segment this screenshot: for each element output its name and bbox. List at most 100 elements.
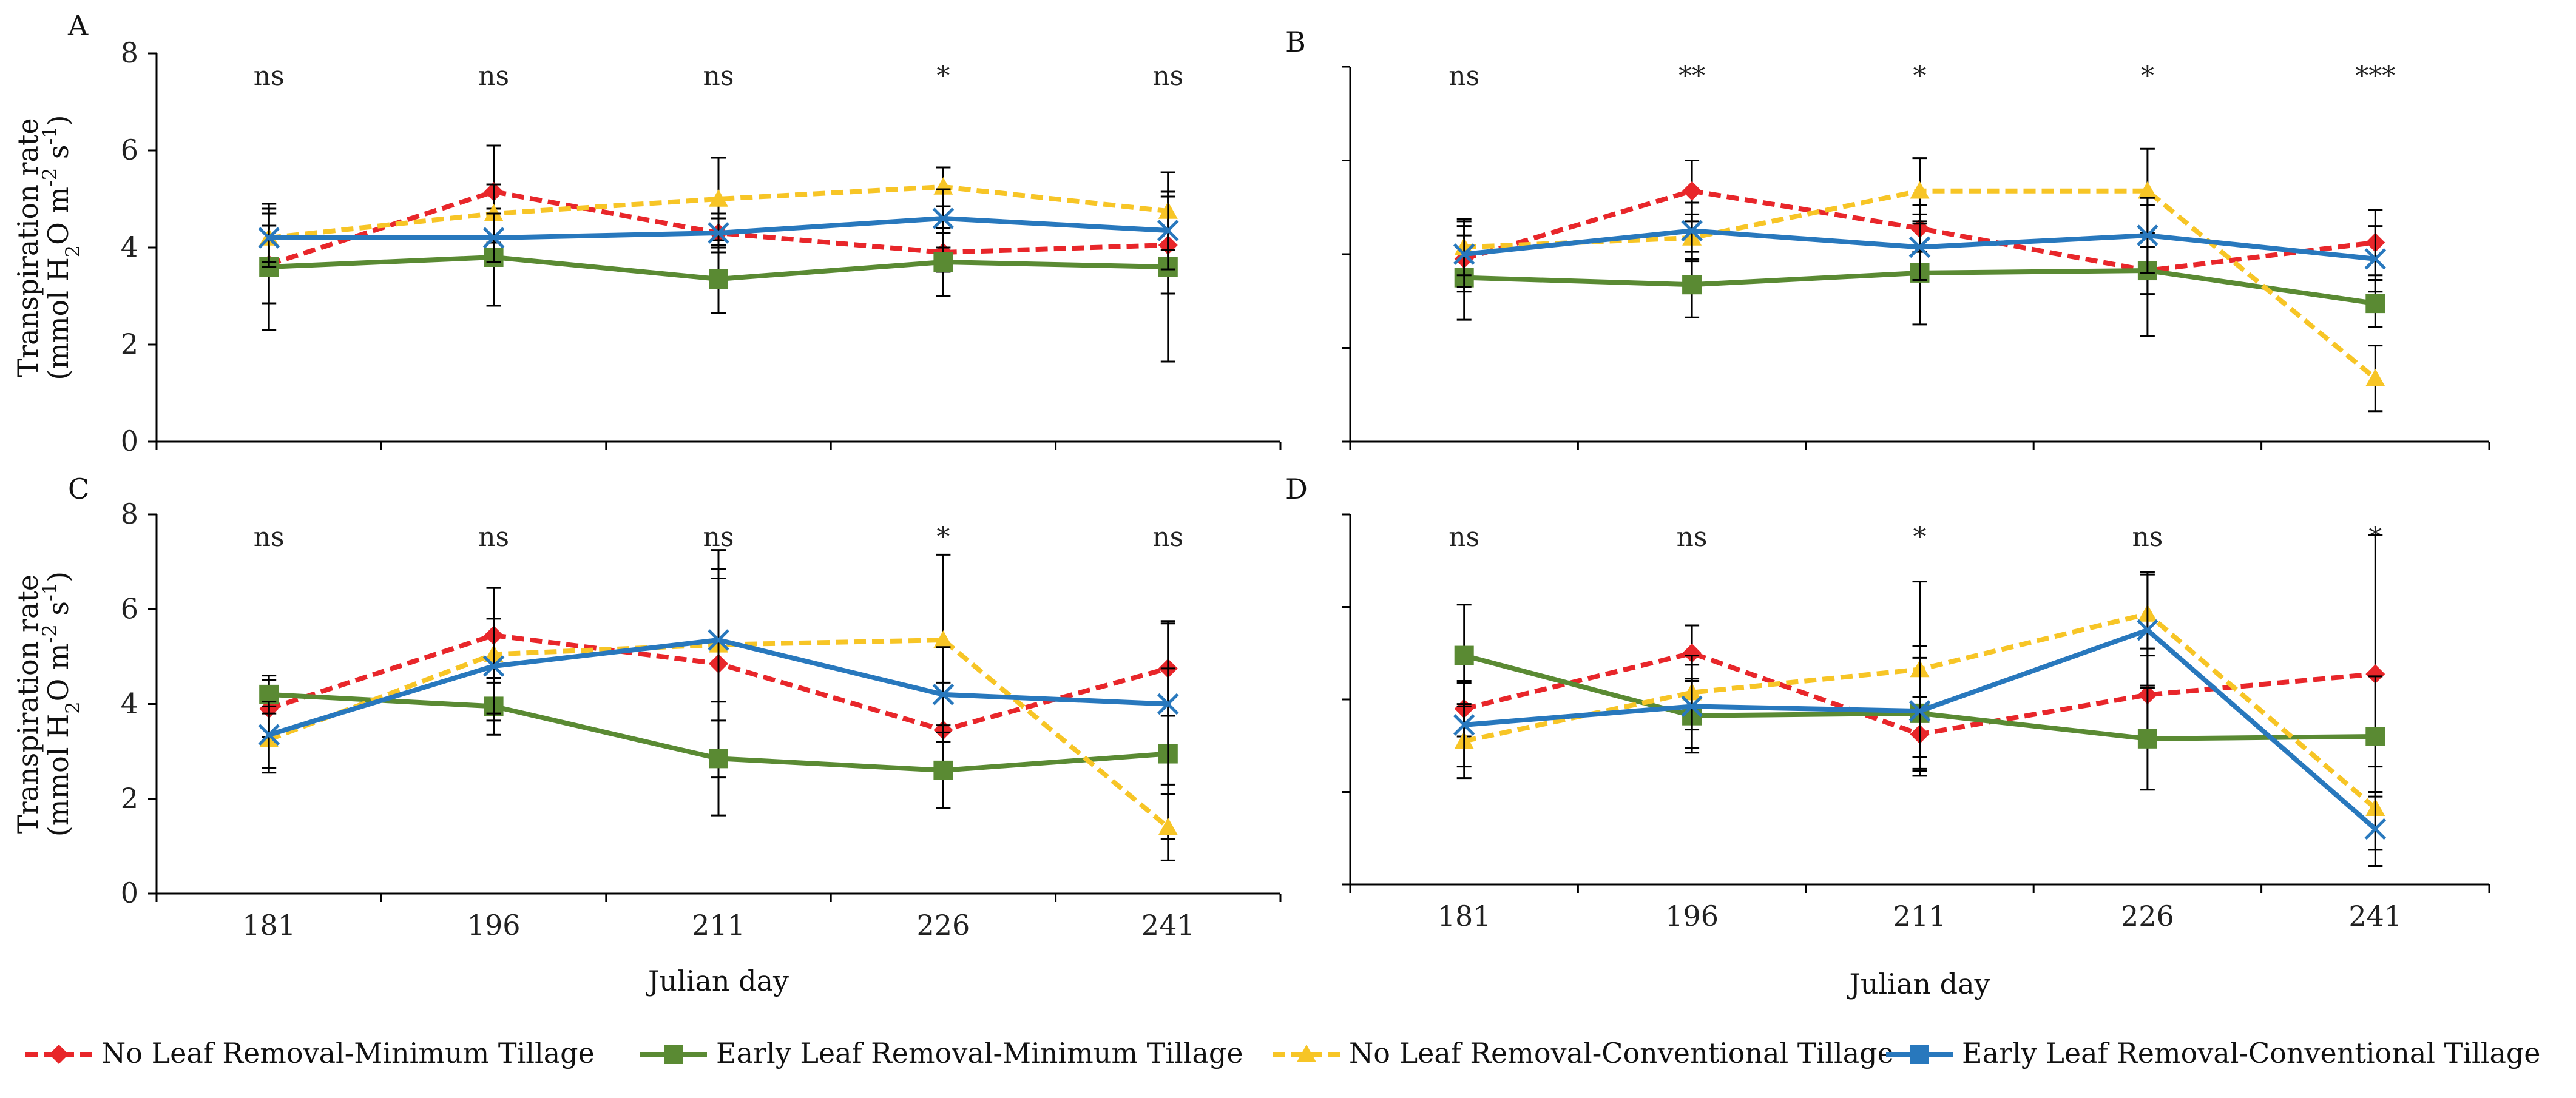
data-point	[484, 204, 504, 221]
data-point	[2364, 248, 2387, 270]
series-4	[258, 188, 1179, 271]
series-line	[268, 184, 1169, 240]
data-point	[709, 189, 728, 207]
data-point	[49, 1045, 69, 1064]
legend-label: Early Leaf Removal-Minimum Tillage	[716, 1037, 1243, 1069]
significance-label: ns	[478, 522, 509, 553]
y-tick-label: 0	[121, 425, 138, 457]
x-tick-label: 181	[242, 909, 296, 941]
significance-label: *	[2141, 61, 2154, 92]
x-axis-title: Julian day	[646, 965, 789, 997]
panel-label: A	[67, 9, 89, 42]
x-tick-label: 196	[467, 909, 521, 941]
data-point	[664, 1045, 683, 1064]
x-tick-label: 196	[1665, 900, 1719, 932]
data-point	[1681, 220, 1703, 242]
x-tick-label: 181	[1438, 900, 1491, 932]
panel-label: C	[68, 473, 89, 505]
y-axis-units: (mmol H2O m-2 s-1)	[38, 115, 84, 380]
data-point	[933, 760, 953, 780]
data-point	[1681, 695, 1703, 718]
data-point	[258, 724, 280, 746]
significance-label: ns	[254, 522, 285, 553]
x-tick-label: 226	[2121, 900, 2174, 932]
panel-label: B	[1285, 25, 1306, 58]
data-point	[2365, 368, 2385, 386]
significance-label: ns	[1152, 522, 1183, 553]
series-4	[1453, 573, 2387, 867]
y-tick-label: 6	[121, 133, 138, 166]
significance-label: *	[936, 522, 950, 553]
data-point	[2137, 619, 2158, 641]
data-point	[2365, 294, 2385, 314]
x-tick-label: 226	[916, 909, 970, 941]
y-tick-label: 6	[121, 592, 138, 625]
data-point	[709, 749, 728, 769]
significance-label: ns	[1449, 522, 1479, 553]
y-axis-title: Transpiration rate	[12, 118, 44, 377]
y-tick-label: 4	[121, 231, 138, 263]
significance-label: ns	[2132, 522, 2163, 553]
data-point	[1910, 1045, 1929, 1064]
data-point	[482, 227, 505, 249]
data-point	[2365, 727, 2385, 746]
data-point	[1158, 817, 1178, 835]
legend-item: No Leaf Removal-Conventional Tillage	[1273, 1037, 1894, 1069]
y-tick-label: 2	[121, 782, 138, 815]
significance-label: ns	[254, 61, 285, 92]
y-tick-label: 0	[121, 877, 138, 909]
data-point	[1297, 1045, 1316, 1062]
series-4	[258, 577, 1179, 786]
significance-label: ns	[703, 61, 734, 92]
data-point	[482, 655, 505, 677]
data-point	[1157, 220, 1179, 241]
data-point	[2365, 664, 2385, 684]
y-tick-label: 4	[121, 687, 138, 720]
y-tick-label: 8	[121, 497, 138, 530]
series-4	[1453, 197, 2387, 293]
significance-label: ns	[1152, 61, 1183, 92]
x-tick-label: 241	[1141, 909, 1195, 941]
x-tick-label: 211	[692, 909, 745, 941]
data-point	[933, 177, 953, 195]
significance-label: *	[1913, 522, 1927, 553]
data-point	[932, 207, 955, 229]
x-tick-label: 241	[2348, 900, 2402, 932]
y-axis-units: (mmol H2O m-2 s-1)	[38, 571, 84, 837]
data-point	[1910, 181, 1930, 199]
panel-c: C 0 2 4 6 8 181 196 211 226 241 Julian day Transpira…	[12, 473, 1282, 997]
y-tick-label: 8	[121, 36, 138, 69]
legend-item: Early Leaf Removal-Minimum Tillage	[640, 1037, 1243, 1069]
data-point	[933, 252, 953, 272]
data-point	[1908, 236, 1931, 258]
legend: No Leaf Removal-Minimum Tillage Early Lea…	[25, 1037, 2541, 1069]
data-point	[708, 222, 729, 244]
x-axis-title: Julian day	[1847, 968, 1990, 1000]
data-point	[2137, 181, 2157, 199]
significance-label: ns	[1677, 522, 1708, 553]
data-point	[933, 630, 953, 648]
significance-label: *	[936, 61, 950, 92]
legend-item: Early Leaf Removal-Conventional Tillage	[1886, 1037, 2541, 1069]
data-point	[1682, 643, 1702, 663]
data-point	[1453, 243, 1475, 265]
significance-label: ns	[703, 522, 734, 553]
legend-label: No Leaf Removal-Conventional Tillage	[1349, 1037, 1894, 1069]
panel-label: D	[1285, 473, 1308, 505]
data-point	[1682, 275, 1702, 295]
x-tick-label: 211	[1893, 900, 1947, 932]
significance-label: ns	[478, 61, 509, 92]
data-point	[2137, 224, 2158, 246]
significance-label: **	[1678, 61, 1705, 92]
significance-label: *	[1913, 61, 1927, 92]
legend-label: No Leaf Removal-Minimum Tillage	[101, 1037, 595, 1069]
data-point	[932, 684, 955, 706]
data-point	[2137, 729, 2157, 749]
y-axis-title: Transpiration rate	[12, 574, 44, 834]
data-point	[1908, 700, 1931, 722]
significance-label: ***	[2355, 61, 2395, 92]
panel-b: Bns ** * * ***	[1285, 25, 2490, 450]
data-point	[709, 269, 728, 289]
data-point	[2364, 818, 2387, 840]
